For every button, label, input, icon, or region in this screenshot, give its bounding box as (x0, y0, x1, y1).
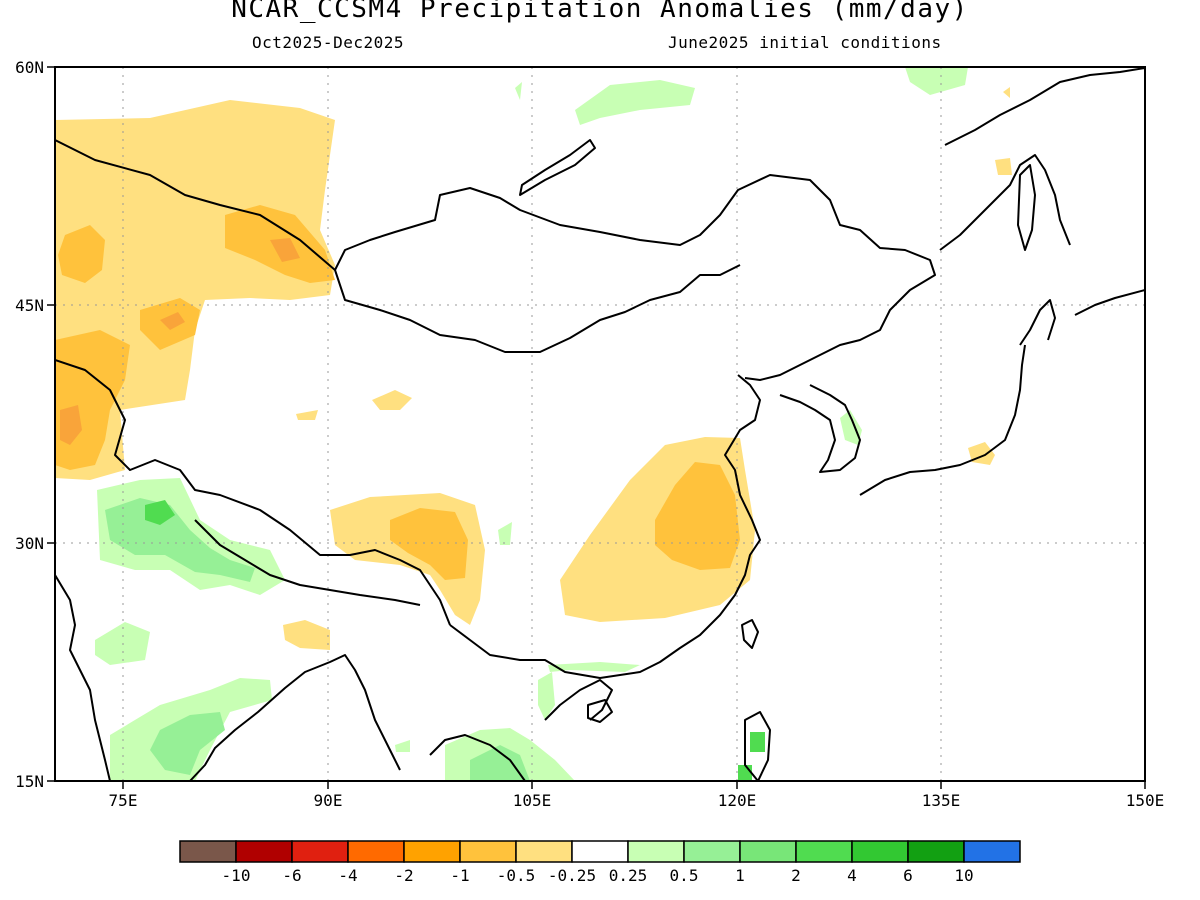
kamchatka-coast (1074, 289, 1145, 316)
lat-label-30n: 30N (15, 534, 44, 553)
vietnam-coast (544, 679, 613, 721)
map-frame (54, 66, 1146, 782)
indochina-coast (429, 734, 526, 781)
coastlines-and-borders (55, 67, 1145, 781)
strong-wet-anomaly-regions (105, 498, 530, 781)
lat-label-60n: 60N (15, 58, 44, 77)
lon-label-75e: 75E (109, 791, 138, 810)
india-coast-west (55, 574, 111, 781)
colorbar-label: -0.5 (497, 866, 536, 885)
korea-coast (779, 384, 861, 473)
colorbar-segment (795, 840, 853, 863)
dry-region-northwest (55, 100, 335, 480)
colorbar-segment (179, 840, 237, 863)
longitude-labels: 75E 90E 105E 120E 135E 150E (109, 791, 1165, 810)
lat-label-45n: 45N (15, 296, 44, 315)
luzon-island (744, 711, 771, 781)
himalaya-border (194, 519, 421, 606)
wet-region-mongolia-north (575, 80, 695, 125)
china-border-north (55, 139, 936, 381)
russia-coast (939, 154, 1071, 251)
colorbar-label: 0.5 (670, 866, 699, 885)
lake-baikal (519, 139, 596, 196)
colorbar-label: -0.25 (548, 866, 596, 885)
dry-region-small-3 (1003, 87, 1010, 98)
lon-label-90e: 90E (314, 791, 343, 810)
colorbar-segment (571, 840, 629, 863)
colorbar-segment (907, 840, 965, 863)
japan-honshu (859, 344, 1026, 496)
colorbar-label: 2 (791, 866, 801, 885)
taiwan-island (741, 619, 759, 649)
dry-region-small-1 (372, 390, 412, 410)
gridlines (55, 67, 1145, 781)
colorbar-labels: -10 -6 -4 -2 -1 -0.5 -0.25 0.25 0.5 1 2 … (222, 866, 974, 885)
axis-ticks (47, 66, 1146, 789)
initial-conditions: June2025 initial conditions (668, 33, 942, 52)
colorbar-segment (459, 840, 517, 863)
colorbar-segment (515, 840, 573, 863)
colorbar-label: -1 (450, 866, 469, 885)
lon-label-120e: 120E (718, 791, 757, 810)
colorbar-label: 4 (847, 866, 857, 885)
sakhalin-island (1017, 164, 1036, 251)
colorbar-label: 1 (735, 866, 745, 885)
colorbar-label: 0.25 (609, 866, 648, 885)
dry-core-tibet (390, 508, 468, 580)
lon-label-105e: 105E (513, 791, 552, 810)
lon-label-150e: 150E (1126, 791, 1165, 810)
colorbar-segment (683, 840, 741, 863)
colorbar-label: -6 (282, 866, 301, 885)
map-panel (55, 67, 1145, 781)
wet-region-north-edge (905, 67, 968, 95)
wet-region-small-north (515, 82, 522, 100)
wet-region-indochina-2 (538, 672, 555, 720)
dry-region-japan (968, 442, 995, 465)
colorbar-label: -4 (338, 866, 357, 885)
strongest-dry-anomaly-regions (60, 238, 300, 445)
wet-region-gulf-tonkin (548, 662, 640, 672)
colorbar-segment (347, 840, 405, 863)
latitude-labels: 60N 45N 30N 15N (15, 58, 44, 791)
colorbar-label: -10 (222, 866, 251, 885)
okhotsk-coast (944, 67, 1145, 146)
wet-region-small-2 (498, 522, 512, 545)
dry-core-southeast-china (655, 462, 740, 570)
colorbar-label: 6 (903, 866, 913, 885)
lat-label-15n: 15N (15, 772, 44, 791)
colorbar-segment (739, 840, 797, 863)
wet-region-small-3 (395, 740, 410, 752)
colorbar-segment (235, 840, 293, 863)
dry-region-kamchatka (995, 158, 1012, 175)
strongest-wet-anomaly-regions (145, 500, 765, 781)
colorbar-label: -2 (394, 866, 413, 885)
china-west-border (55, 359, 451, 626)
colorbar-segment (963, 840, 1021, 863)
china-south-border (449, 374, 761, 679)
forecast-period: Oct2025-Dec2025 (252, 33, 404, 52)
colorbar-segment (291, 840, 349, 863)
dry-region-small-2 (296, 410, 318, 420)
hainan-island (587, 699, 613, 723)
colorbar-segment (403, 840, 461, 863)
dry-region-myanmar (283, 620, 330, 650)
india-coast-east (189, 654, 401, 781)
colorbar (179, 840, 1021, 863)
wet-region-korea (840, 410, 862, 445)
mongolia-border (334, 264, 741, 353)
colorbar-segment (627, 840, 685, 863)
colorbar-segment (851, 840, 909, 863)
colorbar-label: 10 (954, 866, 973, 885)
map-title: NCAR_CCSM4 Precipitation Anomalies (mm/d… (231, 0, 969, 24)
lon-label-135e: 135E (922, 791, 961, 810)
dry-core-northwest-1 (58, 225, 105, 283)
japan-hokkaido (1019, 299, 1056, 346)
